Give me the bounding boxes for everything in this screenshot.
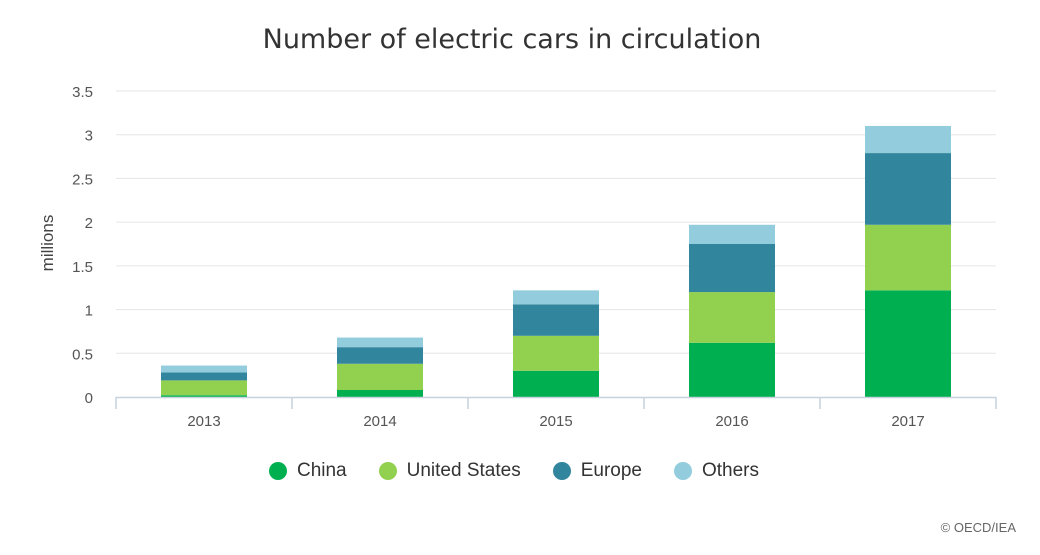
bar-china-2015[interactable]	[513, 370, 599, 397]
y-tick-label: 1	[85, 303, 93, 320]
x-tick-label: 2016	[715, 413, 748, 430]
credits: © OECD/IEA	[940, 520, 1016, 535]
x-tick-label: 2014	[363, 413, 396, 430]
chart-title: Number of electric cars in circulation	[262, 24, 762, 55]
legend-label: Europe	[580, 460, 642, 481]
x-tick-label: 2017	[891, 413, 924, 430]
y-tick-label: 0.5	[72, 346, 93, 363]
legend-item-others[interactable]: Others	[673, 460, 760, 482]
y-tick-label: 3	[85, 128, 93, 145]
x-tick-label: 2015	[539, 413, 572, 430]
bar-others-2016[interactable]	[689, 224, 775, 244]
bar-china-2016[interactable]	[689, 342, 775, 397]
legend-item-china[interactable]: China	[268, 460, 347, 482]
bar-china-2017[interactable]	[865, 290, 951, 397]
bar-others-2014[interactable]	[337, 337, 423, 348]
legend-swatch-icon	[268, 462, 287, 480]
y-tick-label: 1.5	[72, 259, 93, 276]
bar-china-2014[interactable]	[337, 390, 423, 397]
legend-swatch-icon	[552, 462, 571, 480]
bar-united-states-2015[interactable]	[513, 335, 599, 371]
legend: China United States Europe Others	[0, 460, 1028, 486]
legend-swatch-icon	[378, 462, 397, 480]
legend-label: China	[296, 460, 347, 481]
y-tick-label: 2.5	[72, 171, 93, 188]
legend-label: Others	[701, 460, 760, 481]
bar-europe-2016[interactable]	[689, 244, 775, 293]
bar-europe-2015[interactable]	[513, 304, 599, 336]
bar-others-2013[interactable]	[161, 365, 247, 373]
legend-swatch-icon	[673, 462, 692, 480]
legend-item-united-states[interactable]: United States	[378, 460, 521, 482]
bar-united-states-2016[interactable]	[689, 292, 775, 343]
y-tick-label: 3.5	[72, 84, 93, 101]
bar-europe-2014[interactable]	[337, 347, 423, 364]
bars	[161, 125, 951, 397]
bar-europe-2013[interactable]	[161, 372, 247, 381]
bar-united-states-2014[interactable]	[337, 363, 423, 391]
bar-united-states-2013[interactable]	[161, 380, 247, 396]
legend-item-europe[interactable]: Europe	[552, 460, 642, 482]
x-tick-label: 2013	[187, 413, 220, 430]
y-tick-label: 0	[85, 390, 93, 407]
y-tick-label: 2	[85, 215, 93, 232]
bar-europe-2017[interactable]	[865, 153, 951, 225]
bar-others-2015[interactable]	[513, 290, 599, 305]
y-axis-label: millions	[38, 215, 57, 272]
axes: 0 0.5 1 1.5 2 2.5 3 3.5 millions 2013 2014 2015 2016…	[38, 84, 997, 430]
bar-others-2017[interactable]	[865, 125, 951, 154]
legend-label: United States	[406, 460, 521, 481]
bar-china-2013[interactable]	[161, 395, 247, 397]
bar-united-states-2017[interactable]	[865, 224, 951, 291]
